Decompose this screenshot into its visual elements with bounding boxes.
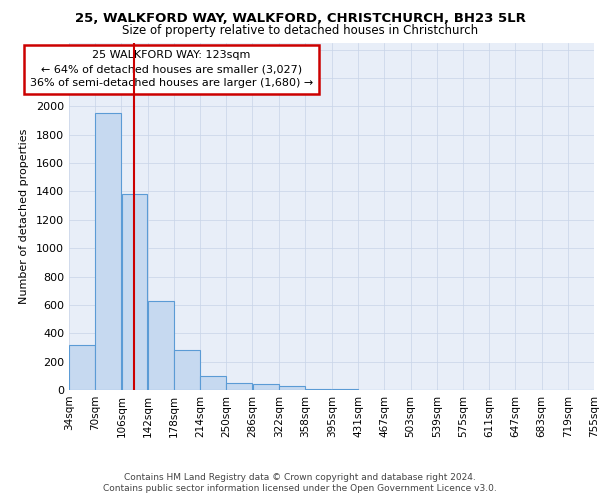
Bar xyxy=(279,386,305,390)
Y-axis label: Number of detached properties: Number of detached properties xyxy=(19,128,29,304)
Bar xyxy=(305,388,331,390)
Bar xyxy=(174,350,200,390)
Bar xyxy=(95,114,121,390)
Bar xyxy=(200,376,226,390)
Bar xyxy=(69,344,95,390)
Text: Contains HM Land Registry data © Crown copyright and database right 2024.: Contains HM Land Registry data © Crown c… xyxy=(124,472,476,482)
Text: Contains public sector information licensed under the Open Government Licence v3: Contains public sector information licen… xyxy=(103,484,497,493)
Bar xyxy=(122,194,148,390)
Bar xyxy=(253,384,278,390)
Text: Size of property relative to detached houses in Christchurch: Size of property relative to detached ho… xyxy=(122,24,478,37)
Text: 25, WALKFORD WAY, WALKFORD, CHRISTCHURCH, BH23 5LR: 25, WALKFORD WAY, WALKFORD, CHRISTCHURCH… xyxy=(74,12,526,26)
Bar xyxy=(226,383,253,390)
Bar xyxy=(148,300,173,390)
Text: 25 WALKFORD WAY: 123sqm
← 64% of detached houses are smaller (3,027)
36% of semi: 25 WALKFORD WAY: 123sqm ← 64% of detache… xyxy=(30,50,313,88)
